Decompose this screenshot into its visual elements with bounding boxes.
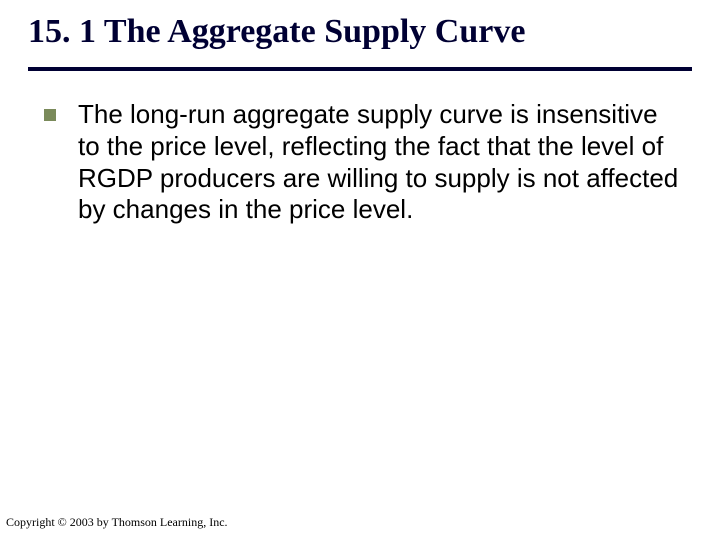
square-bullet-icon <box>44 109 56 121</box>
body-paragraph: The long-run aggregate supply curve is i… <box>78 99 680 226</box>
content-area: The long-run aggregate supply curve is i… <box>0 71 720 226</box>
title-block: 15. 1 The Aggregate Supply Curve <box>0 0 720 61</box>
slide-title: 15. 1 The Aggregate Supply Curve <box>28 12 692 51</box>
copyright-footer: Copyright © 2003 by Thomson Learning, In… <box>6 515 228 530</box>
